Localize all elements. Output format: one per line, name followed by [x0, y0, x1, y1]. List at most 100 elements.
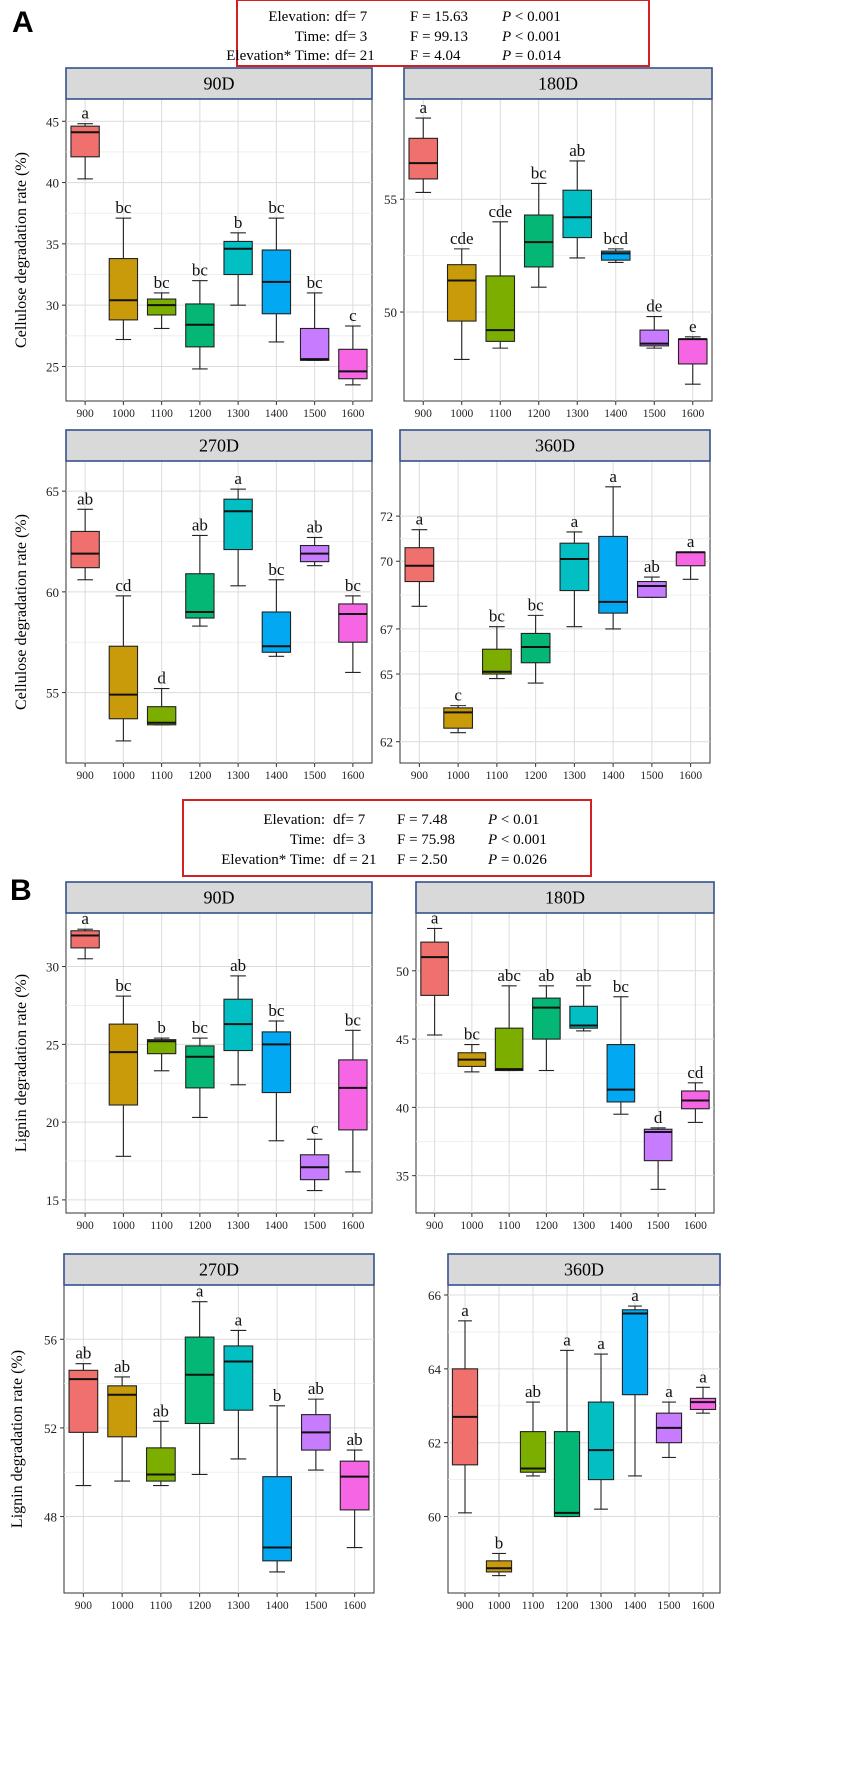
box-1200: bc [520, 595, 551, 684]
stats-p: P < 0.01 [487, 812, 539, 828]
box-iqr [338, 1059, 368, 1131]
x-tick-label: 1200 [188, 770, 211, 782]
box-1300: ab [223, 956, 253, 1086]
x-tick-label: 1300 [227, 1220, 250, 1232]
box-1400: bc [261, 560, 292, 657]
significance-letter: a [416, 510, 424, 529]
significance-letter: bc [531, 163, 548, 182]
chart-panel-b-90d: 90D 15 20 25 30 900 1000 1100 1200 1300 1400 1500 16… [13, 881, 373, 1232]
significance-letter: bc [192, 1018, 209, 1037]
chart-panel-a-360d: 360D 62 65 67 70 72 900 1000 1100 1200 1300 1400 150… [380, 429, 711, 782]
box-900: a [70, 909, 100, 960]
significance-letter: a [563, 1330, 571, 1349]
y-tick-label: 62 [428, 1436, 441, 1451]
significance-letter: ab [75, 1344, 91, 1363]
x-tick-label: 1300 [572, 1220, 595, 1232]
x-tick-label: 1200 [535, 1220, 558, 1232]
x-tick-label: 900 [411, 770, 429, 782]
significance-letter: bc [115, 976, 132, 995]
y-tick-label: 35 [396, 1169, 409, 1184]
x-tick-label: 1000 [112, 408, 135, 420]
box-1600: a [675, 532, 706, 580]
box-1500: d [643, 1108, 673, 1190]
stats-p-symbol: P [501, 9, 511, 25]
x-tick-label: 1100 [522, 1600, 545, 1612]
box-iqr [299, 327, 330, 361]
box-1500: ab [300, 1379, 331, 1471]
box-1000: cde [446, 229, 477, 360]
y-axis-title: Cellulose degradation rate (%) [13, 514, 30, 710]
box-iqr [598, 535, 629, 614]
box-iqr [146, 298, 177, 316]
significance-letter: b [157, 1018, 166, 1037]
box-iqr [261, 1031, 292, 1094]
stats-df: df= 3 [333, 832, 365, 848]
box-1400: bcd [600, 229, 631, 263]
significance-letter: c [311, 1119, 319, 1138]
significance-letter: a [81, 909, 89, 928]
box-1000: bc [457, 1025, 487, 1073]
stats-box [236, 0, 650, 67]
x-tick-label: 1600 [684, 1220, 707, 1232]
panel-title: 90D [204, 74, 235, 94]
x-tick-label: 1400 [602, 770, 625, 782]
chart-panel-b-360d: 360D 60 62 64 66 900 1000 1100 1200 1300 1400 1500 1… [428, 1253, 721, 1612]
stats-df: df= 21 [335, 48, 375, 64]
x-tick-label: 1000 [488, 1600, 511, 1612]
x-tick-label: 1000 [450, 408, 473, 420]
box-1000: bc [108, 976, 139, 1157]
x-tick-label: 1100 [150, 1600, 173, 1612]
box-1400: bc [261, 198, 292, 343]
x-tick-label: 1600 [681, 408, 704, 420]
x-tick-label: 1400 [604, 408, 627, 420]
x-tick-label: 1400 [624, 1600, 647, 1612]
chart-panel-a-90d: 90D 25 30 35 40 45 900 1000 1100 1200 1300 1400 1500… [13, 67, 373, 420]
box-iqr [185, 573, 215, 619]
box-1500: bc [299, 273, 330, 361]
box-iqr [146, 706, 177, 726]
panel-strip [399, 429, 711, 462]
box-1200: ab [532, 966, 561, 1072]
x-tick-label: 1500 [303, 770, 326, 782]
x-tick-label: 1000 [111, 1600, 134, 1612]
significance-letter: ab [644, 557, 660, 576]
x-tick-label: 900 [426, 1220, 444, 1232]
significance-letter: ab [192, 515, 208, 534]
box-900: a [70, 104, 100, 180]
chart-panel-b-270d: 270D 48 52 56 900 1000 1100 1200 1300 1400 1500 160… [9, 1253, 375, 1612]
stats-f: F = 7.48 [397, 812, 448, 828]
significance-letter: a [196, 1282, 204, 1301]
x-tick-label: 1600 [341, 770, 364, 782]
x-tick-label: 1400 [266, 1600, 289, 1612]
x-tick-label: 1600 [692, 1600, 715, 1612]
y-tick-label: 52 [44, 1421, 57, 1436]
y-tick-label: 25 [46, 1037, 59, 1052]
stats-row: Elevation* Time: df= 21 F = 4.04 P = 0.014 [226, 48, 561, 64]
box-iqr [600, 250, 631, 261]
x-tick-label: 1200 [188, 1600, 211, 1612]
significance-letter: ab [230, 956, 246, 975]
stats-term: Elevation* Time: [221, 852, 325, 868]
box-iqr [587, 1401, 615, 1481]
x-tick-label: 1000 [460, 1220, 483, 1232]
box-1300: b [223, 213, 253, 306]
panel-title: 270D [199, 1260, 239, 1280]
box-1000: bc [108, 198, 139, 341]
box-1600: ab [339, 1430, 370, 1549]
significance-letter: ab [307, 517, 323, 536]
box-1500: de [639, 297, 670, 349]
box-1100: cde [485, 202, 516, 349]
y-tick-label: 15 [46, 1193, 59, 1208]
stats-p-value: = 0.014 [511, 48, 561, 64]
significance-letter: ab [538, 966, 554, 985]
significance-letter: a [687, 532, 695, 551]
stats-df: df= 7 [335, 9, 368, 25]
significance-letter: d [157, 669, 166, 688]
panel-strip [65, 67, 373, 100]
significance-letter: cd [115, 576, 132, 595]
box-1200: a [553, 1330, 581, 1518]
box-iqr [443, 707, 474, 729]
box-iqr [70, 930, 100, 949]
y-tick-label: 64 [428, 1362, 442, 1377]
